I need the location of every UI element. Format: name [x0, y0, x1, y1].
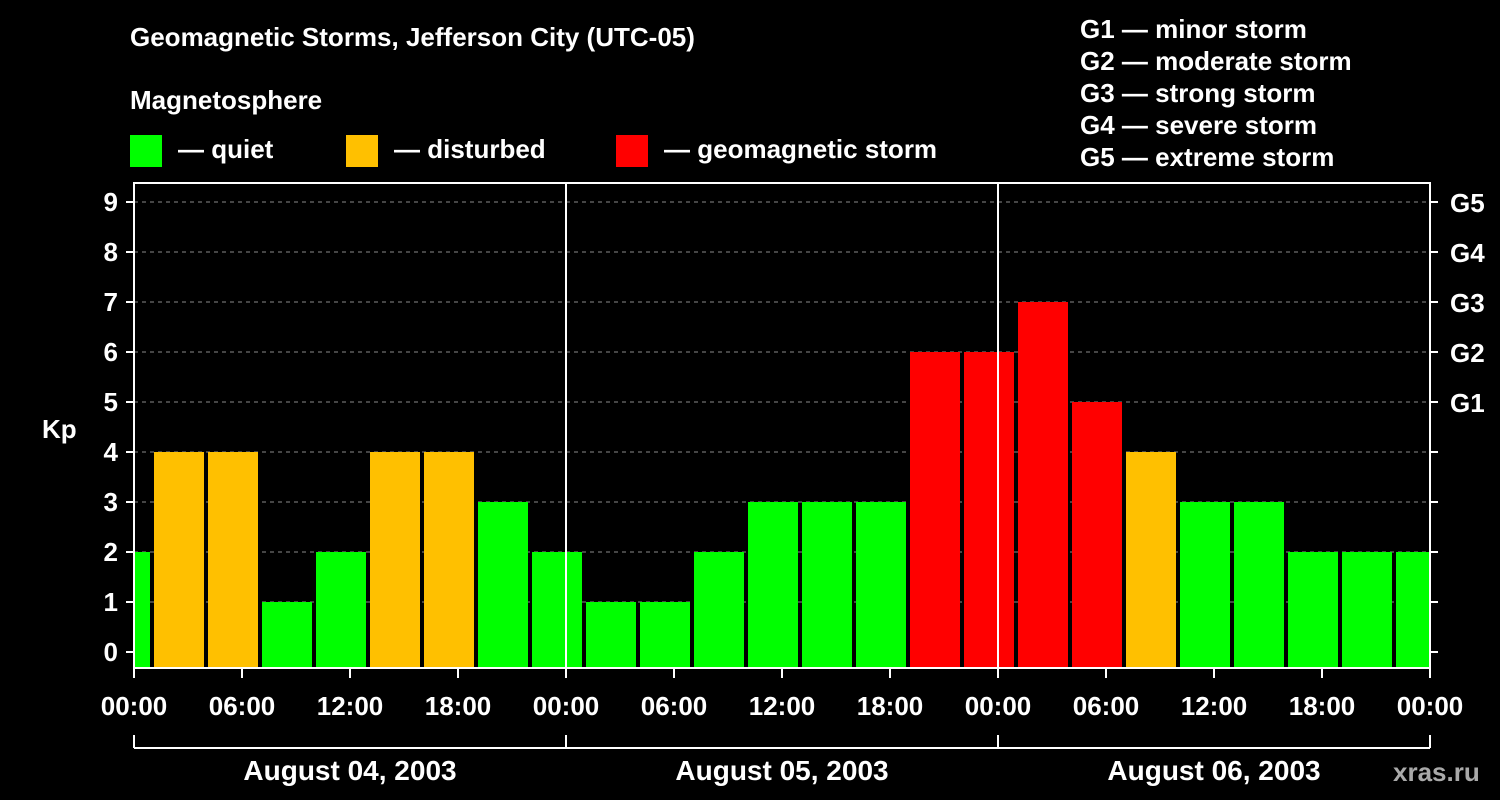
chart-subtitle: Magnetosphere: [130, 85, 323, 115]
kp-bar-13: [802, 502, 852, 667]
xtick-label-0: 00:00: [101, 691, 168, 721]
g-scale-label-g5: G5: [1450, 188, 1485, 218]
kp-bar-7: [478, 502, 528, 667]
storm-scale-g1: G1 — minor storm: [1080, 14, 1307, 44]
ytick-label-0: 0: [104, 637, 118, 667]
ytick-label-2: 2: [104, 537, 118, 567]
kp-bar-4: [316, 552, 366, 667]
legend-label-quiet: — quiet: [178, 134, 274, 164]
ytick-label-9: 9: [104, 187, 118, 217]
xtick-label-5: 06:00: [641, 691, 708, 721]
xtick-label-6: 12:00: [749, 691, 816, 721]
xtick-label-4: 00:00: [533, 691, 600, 721]
date-label-0: August 04, 2003: [243, 755, 456, 786]
kp-bar-15: [910, 352, 960, 667]
kp-bar-10: [640, 602, 690, 667]
ytick-label-8: 8: [104, 237, 118, 267]
chart-title: Geomagnetic Storms, Jefferson City (UTC-…: [130, 22, 695, 52]
kp-bar-21: [1234, 502, 1284, 667]
kp-bar-14: [856, 502, 906, 667]
xtick-label-8: 00:00: [965, 691, 1032, 721]
legend-label-disturbed: — disturbed: [394, 134, 546, 164]
xtick-label-12: 00:00: [1397, 691, 1464, 721]
ytick-label-1: 1: [104, 587, 118, 617]
storm-scale-g4: G4 — severe storm: [1080, 110, 1318, 140]
g-scale-label-g3: G3: [1450, 288, 1485, 318]
kp-bar-22: [1288, 552, 1338, 667]
xtick-label-10: 12:00: [1181, 691, 1248, 721]
g-scale-label-g2: G2: [1450, 338, 1485, 368]
xtick-label-11: 18:00: [1289, 691, 1356, 721]
kp-bar-18: [1072, 402, 1122, 667]
g-scale-label-g4: G4: [1450, 238, 1485, 268]
kp-bar-16: [964, 352, 1014, 667]
xtick-label-1: 06:00: [209, 691, 276, 721]
kp-bar-9: [586, 602, 636, 667]
ytick-label-7: 7: [104, 287, 118, 317]
xtick-label-7: 18:00: [857, 691, 924, 721]
kp-bar-2: [208, 452, 258, 667]
date-label-2: August 06, 2003: [1107, 755, 1320, 786]
g-scale-label-g1: G1: [1450, 388, 1485, 418]
kp-bar-5: [370, 452, 420, 667]
legend-swatch-quiet: [130, 135, 162, 167]
kp-bar-12: [748, 502, 798, 667]
xtick-label-9: 06:00: [1073, 691, 1140, 721]
xtick-label-3: 18:00: [425, 691, 492, 721]
kp-bar-3: [262, 602, 312, 667]
ytick-label-4: 4: [104, 437, 119, 467]
ytick-label-6: 6: [104, 337, 118, 367]
legend-label-storm: — geomagnetic storm: [664, 134, 938, 164]
kp-bar-24: [1396, 552, 1429, 667]
legend-swatch-disturbed: [346, 135, 378, 167]
kp-bar-1: [154, 452, 204, 667]
kp-bar-11: [694, 552, 744, 667]
storm-scale-g3: G3 — strong storm: [1080, 78, 1316, 108]
kp-bar-19: [1126, 452, 1176, 667]
kp-bar-8: [532, 552, 582, 667]
ytick-label-5: 5: [104, 387, 118, 417]
y-axis-title: Kp: [42, 414, 77, 444]
kp-bar-6: [424, 452, 474, 667]
kp-bar-0: [135, 552, 150, 667]
xtick-label-2: 12:00: [317, 691, 384, 721]
kp-bar-23: [1342, 552, 1392, 667]
kp-bar-17: [1018, 302, 1068, 667]
legend-swatch-storm: [616, 135, 648, 167]
storm-scale-g5: G5 — extreme storm: [1080, 142, 1335, 172]
date-label-1: August 05, 2003: [675, 755, 888, 786]
ytick-label-3: 3: [104, 487, 118, 517]
kp-bar-20: [1180, 502, 1230, 667]
watermark: xras.ru: [1393, 757, 1480, 787]
storm-scale-g2: G2 — moderate storm: [1080, 46, 1352, 76]
